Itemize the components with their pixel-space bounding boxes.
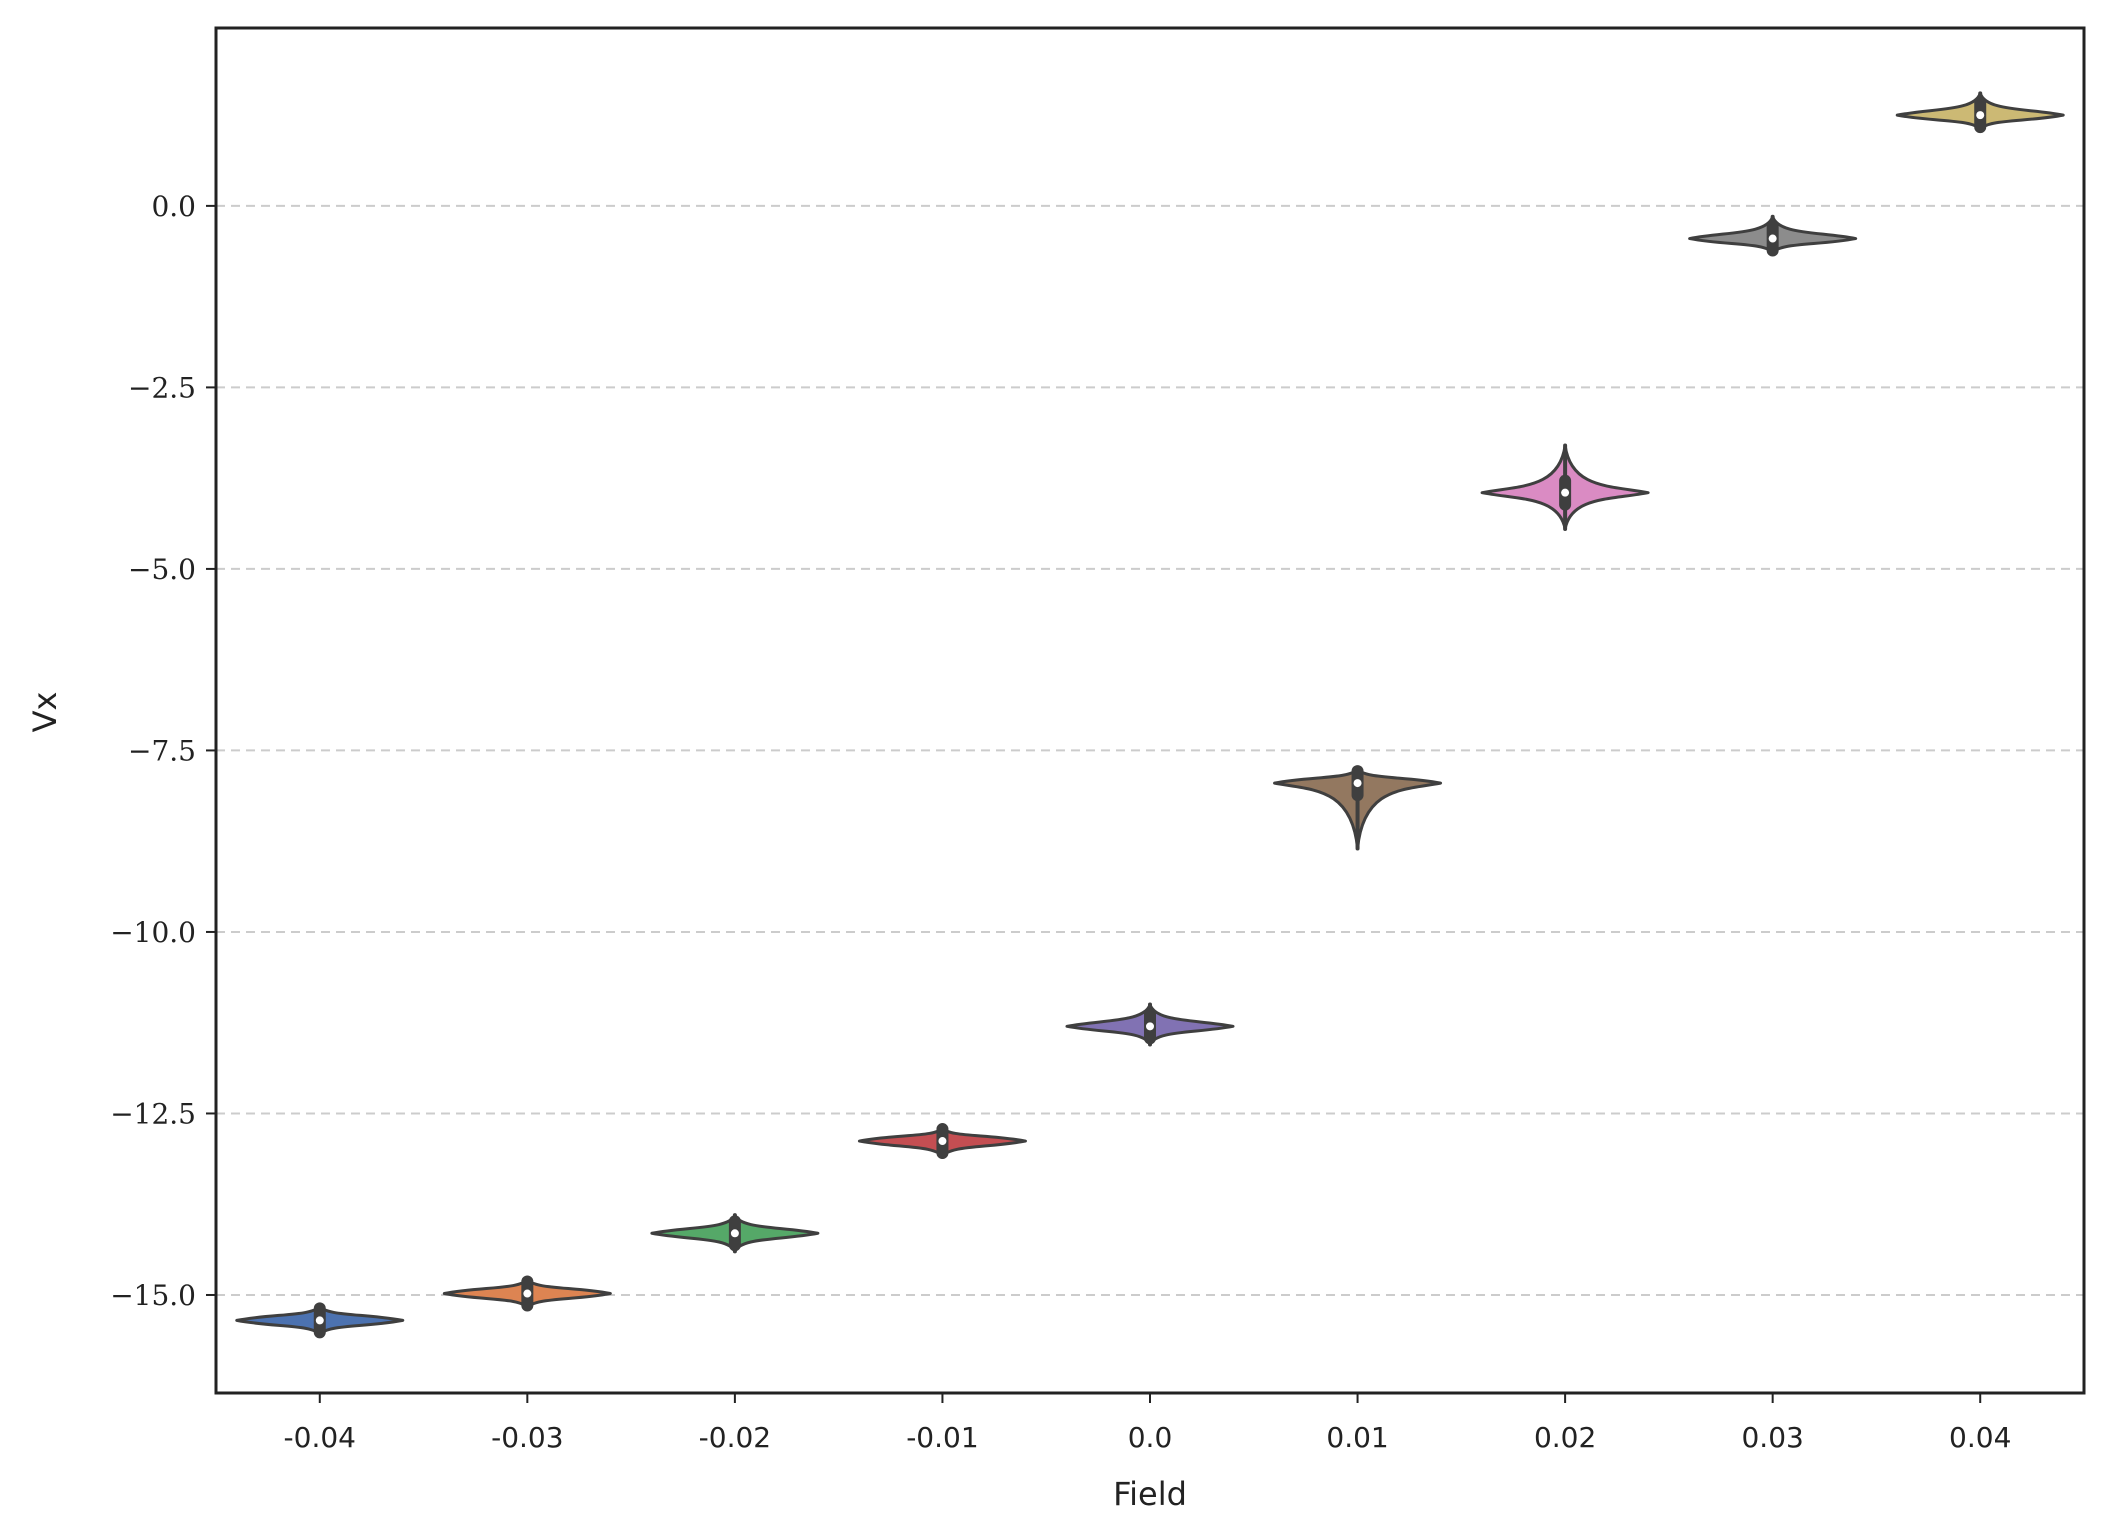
violin-median-point (1768, 234, 1777, 243)
violin-median-point (1353, 779, 1362, 788)
y-tick-label: −5.0 (128, 553, 196, 586)
x-tick-label: 0.0 (1128, 1421, 1173, 1454)
violin-median-point (1146, 1022, 1154, 1031)
violin-median-point (523, 1289, 532, 1298)
y-axis-label: Vx (26, 692, 64, 733)
x-axis-label: Field (1113, 1475, 1187, 1513)
gridlines (216, 204, 2084, 1296)
x-tick-label: -0.01 (906, 1421, 978, 1454)
violin-median-point (938, 1137, 947, 1146)
x-tick-label: -0.02 (699, 1421, 771, 1454)
x-tick-label: 0.01 (1326, 1421, 1388, 1454)
x-tick-label: 0.03 (1741, 1421, 1803, 1454)
y-tick-label: −12.5 (110, 1097, 196, 1130)
x-tick-label: 0.02 (1534, 1421, 1596, 1454)
y-axis-ticks: 0.0 −2.5 −5.0 −7.5 −10.0 −12.5 −15.0 (110, 190, 216, 1312)
violin-median-point (1561, 488, 1570, 497)
y-tick-label: 0.0 (151, 190, 196, 223)
violin-median-point (1976, 111, 1985, 120)
x-tick-label: -0.04 (284, 1421, 356, 1454)
x-tick-label: 0.04 (1949, 1421, 2011, 1454)
violins (235, 91, 2065, 1339)
y-tick-label: −2.5 (128, 371, 196, 404)
violin-median-point (315, 1316, 324, 1325)
x-axis-ticks: -0.04 -0.03 -0.02 -0.01 0.0 0.01 0.02 0.03 0.04 (284, 1393, 2011, 1454)
violin-median-point (730, 1229, 739, 1238)
x-tick-label: -0.03 (491, 1421, 563, 1454)
y-tick-label: −15.0 (110, 1279, 196, 1312)
y-tick-label: −7.5 (128, 734, 196, 767)
y-tick-label: −10.0 (110, 916, 196, 949)
